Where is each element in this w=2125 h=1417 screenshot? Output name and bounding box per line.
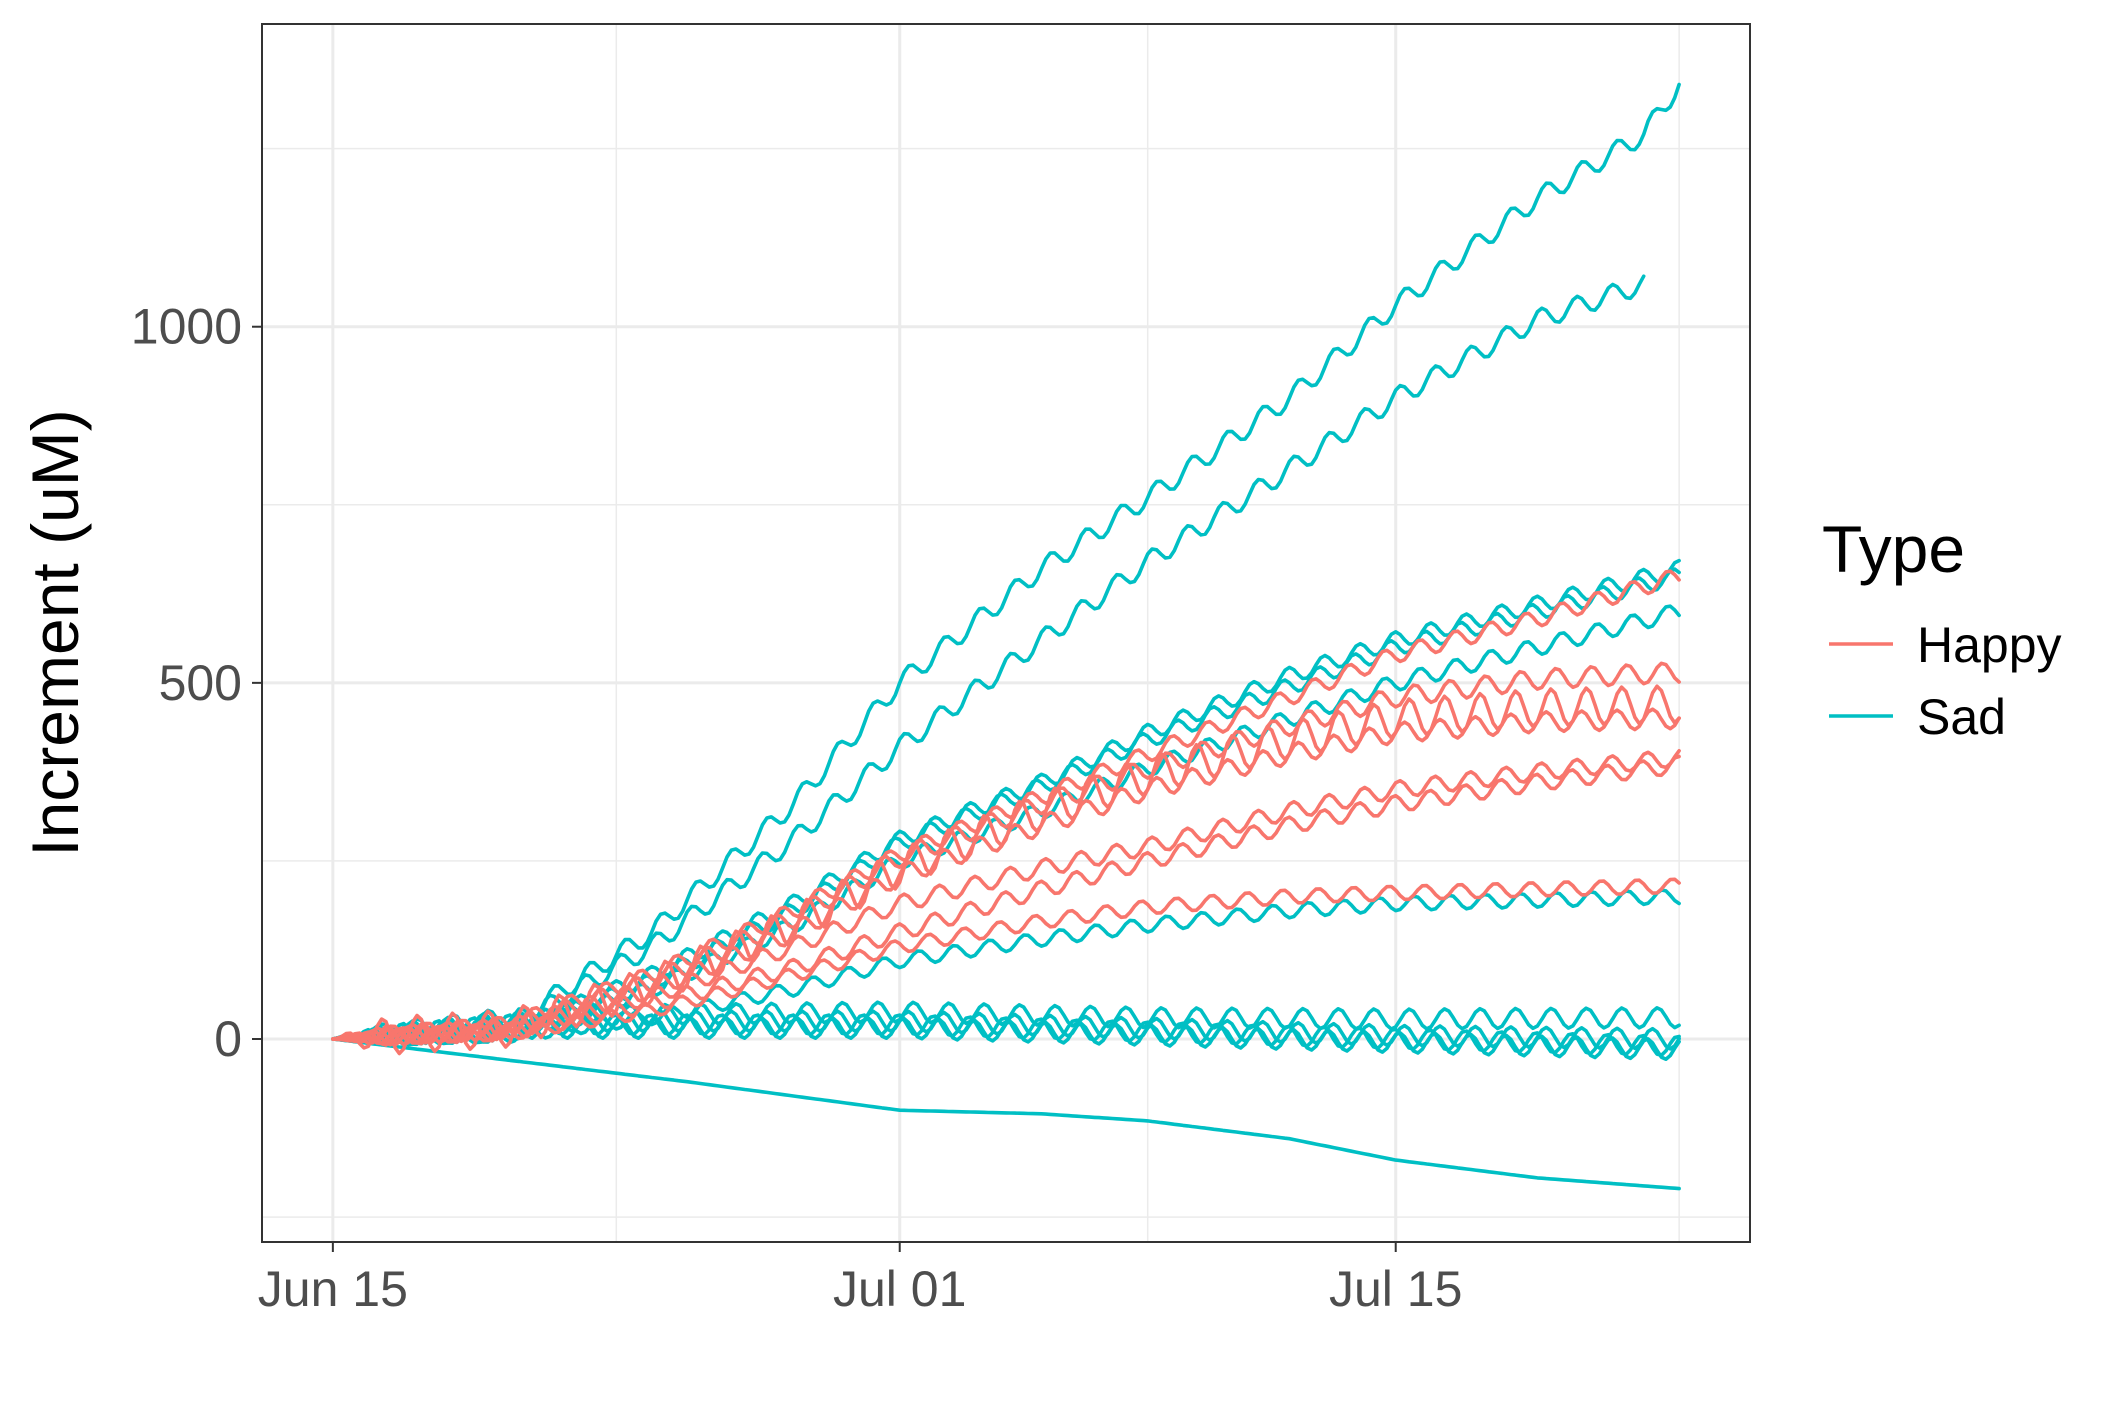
- sad-series-line: [331, 82, 1681, 1046]
- sad-series-line: [331, 274, 1646, 1048]
- y-axis-title: Increment (uM): [18, 409, 92, 856]
- y-axis: 0 500 1000: [131, 299, 262, 1067]
- y-tick-label: 500: [159, 655, 242, 711]
- y-tick-label: 0: [214, 1011, 242, 1067]
- x-tick-label: Jul 01: [833, 1261, 966, 1317]
- legend-title: Type: [1822, 512, 1965, 586]
- y-tick-label: 1000: [131, 299, 242, 355]
- panel-border: [261, 23, 1751, 1243]
- sad-series-line: [331, 1037, 1681, 1191]
- happy-series-line: [331, 749, 1681, 1047]
- legend-label-sad: Sad: [1917, 689, 2006, 745]
- happy-series-line: [331, 754, 1681, 1047]
- legend: Type Happy Sad: [1822, 512, 2062, 745]
- happy-series-line: [331, 877, 1681, 1046]
- x-tick-label: Jun 15: [258, 1261, 408, 1317]
- series-layer: [331, 82, 1681, 1191]
- happy-series-line: [331, 661, 1681, 1047]
- x-tick-label: Jul 15: [1329, 1261, 1462, 1317]
- legend-label-happy: Happy: [1917, 617, 2062, 673]
- minor-gridlines: [262, 24, 1750, 1242]
- x-axis: Jun 15 Jul 01 Jul 15: [258, 1242, 1462, 1317]
- happy-series-line: [331, 707, 1681, 1047]
